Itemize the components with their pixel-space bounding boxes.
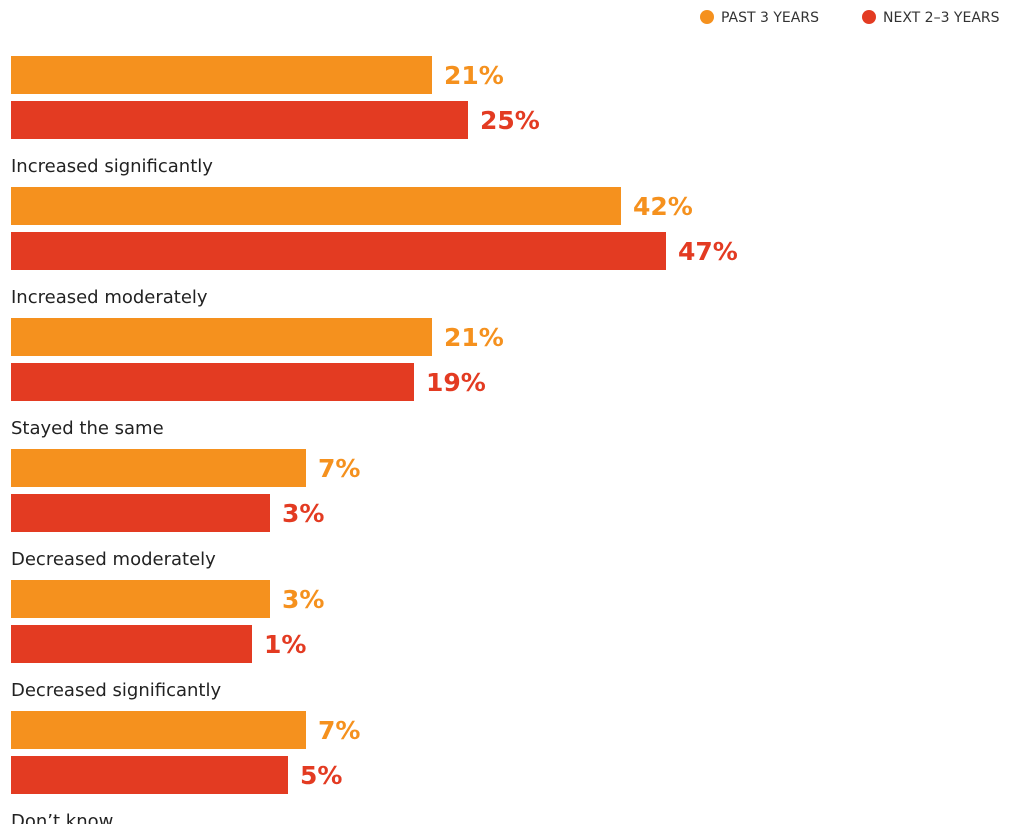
legend-label: NEXT 2–3 YEARS [883, 10, 1000, 26]
bar-value-label: 25% [480, 106, 540, 135]
bar-value-label: 21% [444, 61, 504, 90]
bar-past-3-years [11, 56, 432, 94]
legend: PAST 3 YEARS NEXT 2–3 YEARS [700, 10, 1000, 26]
bar-group: 21% 25% Increased significantly [11, 56, 540, 177]
category-label: Decreased significantly [11, 680, 221, 701]
bar-next-2-3-years [11, 494, 270, 532]
legend-item: NEXT 2–3 YEARS [862, 10, 1000, 26]
legend-label: PAST 3 YEARS [721, 10, 819, 26]
bar-value-label: 19% [426, 368, 486, 397]
bar-past-3-years [11, 711, 306, 749]
bar-next-2-3-years [11, 625, 252, 663]
bar-group: 3% 1% Decreased significantly [11, 580, 324, 701]
category-label: Don’t know [11, 811, 113, 824]
bar-next-2-3-years [11, 756, 288, 794]
legend-item: PAST 3 YEARS [700, 10, 819, 26]
bar-group: 42% 47% Increased moderately [11, 187, 738, 308]
bar-value-label: 7% [318, 454, 360, 483]
bar-groups: 21% 25% Increased significantly 42% 47% Incre… [11, 56, 738, 824]
category-label: Increased significantly [11, 156, 213, 177]
category-label: Decreased moderately [11, 549, 216, 570]
bar-group: 21% 19% Stayed the same [11, 318, 504, 439]
legend-swatch [862, 10, 876, 24]
legend-swatch [700, 10, 714, 24]
bar-value-label: 42% [633, 192, 693, 221]
bar-past-3-years [11, 187, 621, 225]
bar-value-label: 7% [318, 716, 360, 745]
bar-value-label: 1% [264, 630, 306, 659]
bar-value-label: 21% [444, 323, 504, 352]
bar-next-2-3-years [11, 232, 666, 270]
bar-value-label: 47% [678, 237, 738, 266]
bar-value-label: 3% [282, 499, 324, 528]
bar-past-3-years [11, 318, 432, 356]
bar-next-2-3-years [11, 363, 414, 401]
category-label: Stayed the same [11, 418, 164, 439]
bar-group: 7% 3% Decreased moderately [11, 449, 360, 570]
category-label: Increased moderately [11, 287, 208, 308]
bar-value-label: 5% [300, 761, 342, 790]
bar-next-2-3-years [11, 101, 468, 139]
bar-past-3-years [11, 449, 306, 487]
bar-value-label: 3% [282, 585, 324, 614]
bar-past-3-years [11, 580, 270, 618]
bar-group: 7% 5% Don’t know [11, 711, 360, 824]
